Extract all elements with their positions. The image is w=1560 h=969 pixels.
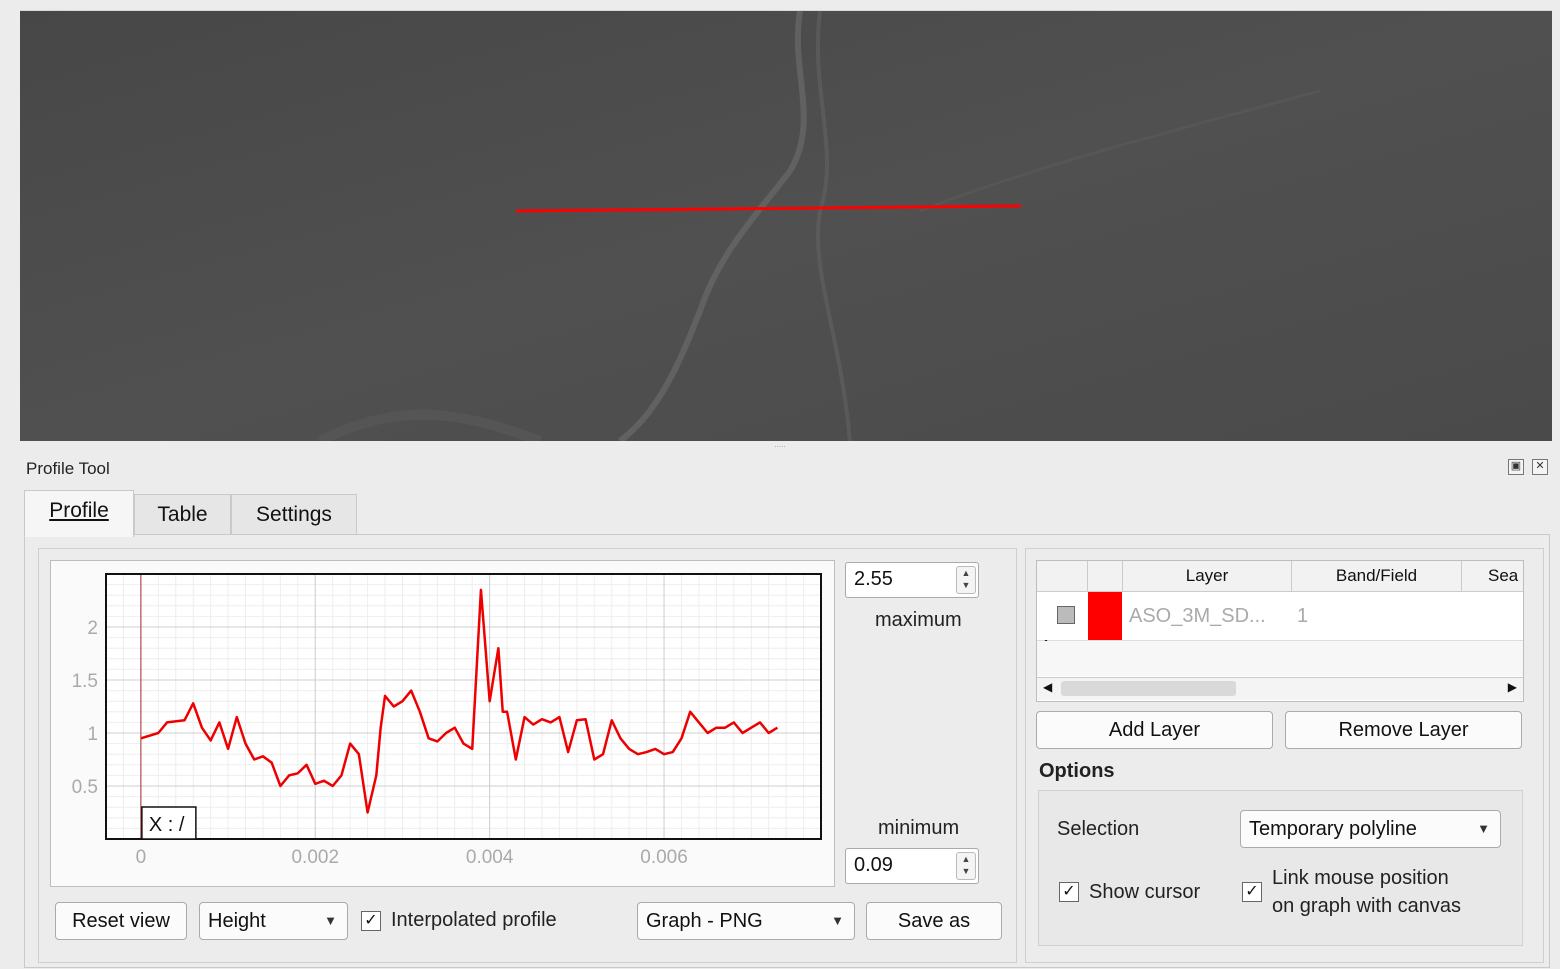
plot-frame (105, 573, 822, 840)
x-tick-label: 0 (136, 847, 147, 868)
chevron-down-icon: ▼ (324, 913, 337, 928)
table-horizontal-scrollbar[interactable]: ◀ ▶ (1037, 677, 1523, 700)
maximum-spinbox[interactable]: 2.55 ▲ ▼ (845, 562, 979, 598)
table-row[interactable]: 1 ASO_3M_SD... 1 (1037, 592, 1523, 657)
mode-value: Height (208, 910, 266, 932)
maximum-value: 2.55 (854, 568, 893, 590)
cursor-label-box (141, 806, 197, 840)
export-format-combo[interactable]: Graph - PNG ▼ (637, 902, 855, 940)
interpolated-label: Interpolated profile (391, 909, 557, 931)
y-tick-label: 0.5 (72, 777, 98, 798)
chevron-down-icon: ▼ (1477, 821, 1490, 836)
x-tick-label: 0.004 (466, 847, 514, 868)
selection-combo[interactable]: Temporary polyline ▼ (1240, 810, 1501, 848)
table-header-corner (1037, 561, 1088, 592)
splitter-handle[interactable]: ..... (774, 440, 786, 449)
mode-combo[interactable]: Height ▼ (199, 902, 348, 940)
x-tick-label: 0.002 (291, 847, 339, 868)
scrollbar-thumb[interactable] (1061, 681, 1236, 696)
y-tick-label: 1 (87, 724, 98, 745)
reset-view-button[interactable]: Reset view (55, 902, 187, 940)
layers-table[interactable]: Layer Band/Field Sea 1 ASO_3M_SD... 1 ◀ … (1036, 560, 1524, 702)
map-raster (20, 11, 1552, 441)
tab-profile-label: Profile (49, 499, 109, 522)
layer-name: ASO_3M_SD... (1129, 605, 1266, 627)
link-mouse-label-line2: on graph with canvas (1272, 895, 1462, 917)
layer-visibility-checkbox[interactable] (1057, 606, 1075, 624)
table-empty-row (1037, 641, 1523, 676)
show-cursor-checkbox[interactable]: ✓ (1059, 882, 1079, 902)
interpolated-checkbox[interactable]: ✓ (361, 911, 381, 931)
table-header-layer[interactable]: Layer (1123, 561, 1292, 592)
x-tick-label: 0.006 (640, 847, 688, 868)
tab-profile[interactable]: Profile (24, 490, 134, 537)
plot-area (106, 574, 821, 839)
map-canvas[interactable] (20, 10, 1552, 441)
tab-table-label: Table (157, 503, 208, 526)
show-cursor-label: Show cursor (1089, 881, 1201, 903)
scroll-right-icon[interactable]: ▶ (1507, 680, 1517, 694)
layer-color-swatch[interactable] (1088, 592, 1122, 640)
plot-group (38, 548, 1017, 963)
spin-arrows-icon[interactable]: ▲ ▼ (956, 852, 976, 880)
cursor-label: X : / (149, 814, 185, 836)
export-format-value: Graph - PNG (646, 910, 763, 932)
profile-series-line (140, 588, 779, 814)
tab-table[interactable]: Table (134, 494, 231, 535)
y-tick-label: 1.5 (72, 671, 98, 692)
add-layer-button[interactable]: Add Layer (1036, 711, 1273, 749)
minimum-value: 0.09 (854, 854, 893, 876)
float-icon[interactable]: ▣ (1508, 459, 1524, 475)
profile-line (515, 204, 1022, 213)
spin-arrows-icon[interactable]: ▲ ▼ (956, 566, 976, 594)
close-icon[interactable]: ✕ (1532, 459, 1548, 475)
dock-title: Profile Tool (26, 459, 110, 478)
table-header-search[interactable]: Sea (1462, 561, 1523, 592)
table-header-band[interactable]: Band/Field (1292, 561, 1462, 592)
layers-group (1025, 548, 1544, 963)
save-as-button[interactable]: Save as (866, 902, 1002, 940)
tab-settings-label: Settings (256, 503, 332, 526)
maximum-label: maximum (875, 609, 962, 631)
link-mouse-checkbox[interactable]: ✓ (1242, 882, 1262, 902)
profile-plot[interactable]: 0 0.002 0.004 0.006 0.5 1 1.5 2 X : / (50, 560, 835, 887)
chevron-down-icon: ▼ (831, 913, 844, 928)
link-mouse-label-line1: Link mouse position (1272, 867, 1449, 889)
selection-value: Temporary polyline (1249, 818, 1417, 840)
layer-band: 1 (1297, 605, 1309, 627)
table-header-color (1088, 561, 1123, 592)
minimum-label: minimum (878, 817, 960, 839)
tab-settings[interactable]: Settings (231, 494, 357, 535)
y-tick-label: 2 (87, 618, 98, 639)
selection-label: Selection (1057, 818, 1140, 840)
minimum-spinbox[interactable]: 0.09 ▲ ▼ (845, 848, 979, 884)
options-title: Options (1039, 760, 1115, 782)
scroll-left-icon[interactable]: ◀ (1043, 680, 1053, 694)
remove-layer-button[interactable]: Remove Layer (1285, 711, 1522, 749)
profile-chart[interactable]: 0 0.002 0.004 0.006 0.5 1 1.5 2 X : / (51, 561, 834, 886)
